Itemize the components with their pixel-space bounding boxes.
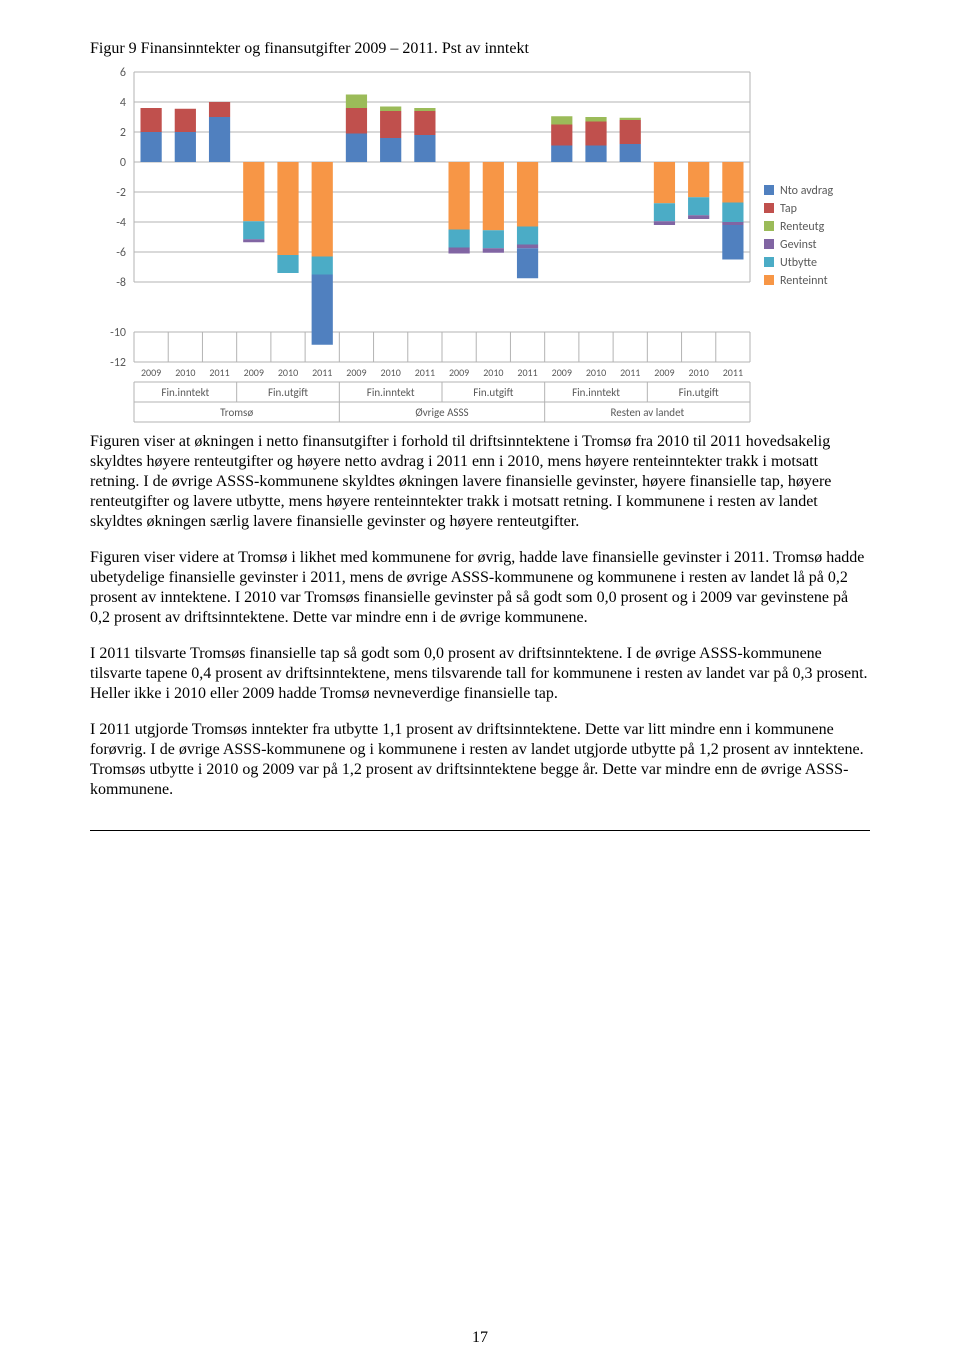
svg-text:2010: 2010: [278, 366, 298, 379]
svg-text:-8: -8: [116, 276, 126, 290]
svg-text:2010: 2010: [689, 366, 709, 379]
finance-chart-svg: 6 4 2 0 -2 -4 -6 -8 -10 -12 2009 2010 2011 2009 2010 20…: [90, 64, 870, 432]
svg-text:2011: 2011: [312, 366, 332, 379]
svg-text:Fin.utgift: Fin.utgift: [679, 386, 719, 399]
svg-text:2011: 2011: [517, 366, 537, 379]
svg-text:-4: -4: [116, 216, 126, 230]
svg-text:-12: -12: [110, 356, 126, 370]
svg-text:2009: 2009: [654, 366, 674, 379]
svg-text:2010: 2010: [586, 366, 606, 379]
paragraph-1: Figuren viser at økningen i netto finans…: [90, 432, 870, 532]
svg-text:Renteutg: Renteutg: [780, 220, 825, 234]
svg-text:Tromsø: Tromsø: [220, 406, 253, 419]
finance-chart: 6 4 2 0 -2 -4 -6 -8 -10 -12 2009 2010 2011 2009 2010 20…: [90, 64, 870, 432]
svg-text:0: 0: [120, 156, 126, 170]
svg-text:-2: -2: [116, 186, 126, 200]
svg-text:2009: 2009: [346, 366, 366, 379]
svg-text:2010: 2010: [381, 366, 401, 379]
svg-text:Gevinst: Gevinst: [780, 238, 817, 252]
svg-text:Nto avdrag: Nto avdrag: [780, 184, 834, 198]
paragraph-2: Figuren viser videre at Tromsø i likhet …: [90, 548, 870, 628]
svg-text:6: 6: [120, 66, 126, 80]
svg-text:Fin.inntekt: Fin.inntekt: [572, 386, 620, 399]
footer-divider: [90, 830, 870, 831]
svg-text:2009: 2009: [141, 366, 161, 379]
svg-text:Tap: Tap: [780, 202, 797, 216]
svg-text:2011: 2011: [415, 366, 435, 379]
svg-text:Resten av landet: Resten av landet: [610, 406, 684, 419]
svg-text:2010: 2010: [175, 366, 195, 379]
svg-text:Utbytte: Utbytte: [780, 256, 817, 270]
svg-text:Fin.inntekt: Fin.inntekt: [367, 386, 415, 399]
svg-text:-10: -10: [110, 326, 126, 340]
svg-text:Fin.inntekt: Fin.inntekt: [161, 386, 209, 399]
paragraph-3: I 2011 tilsvarte Tromsøs finansielle tap…: [90, 644, 870, 704]
svg-text:Fin.utgift: Fin.utgift: [268, 386, 308, 399]
svg-text:4: 4: [120, 96, 126, 110]
page-number: 17: [0, 1329, 960, 1347]
svg-text:2009: 2009: [449, 366, 469, 379]
svg-text:2011: 2011: [209, 366, 229, 379]
svg-text:2010: 2010: [483, 366, 503, 379]
svg-text:2009: 2009: [244, 366, 264, 379]
svg-text:-6: -6: [116, 246, 126, 260]
paragraph-4: I 2011 utgjorde Tromsøs inntekter fra ut…: [90, 720, 870, 800]
svg-text:Renteinnt: Renteinnt: [780, 274, 828, 288]
svg-text:Øvrige ASSS: Øvrige ASSS: [415, 406, 468, 419]
figure-title: Figur 9 Finansinntekter og finansutgifte…: [90, 40, 870, 58]
page: Figur 9 Finansinntekter og finansutgifte…: [0, 0, 960, 901]
svg-text:2011: 2011: [723, 366, 743, 379]
svg-text:2011: 2011: [620, 366, 640, 379]
svg-text:Fin.utgift: Fin.utgift: [473, 386, 513, 399]
svg-text:2: 2: [120, 126, 126, 140]
svg-text:2009: 2009: [552, 366, 572, 379]
